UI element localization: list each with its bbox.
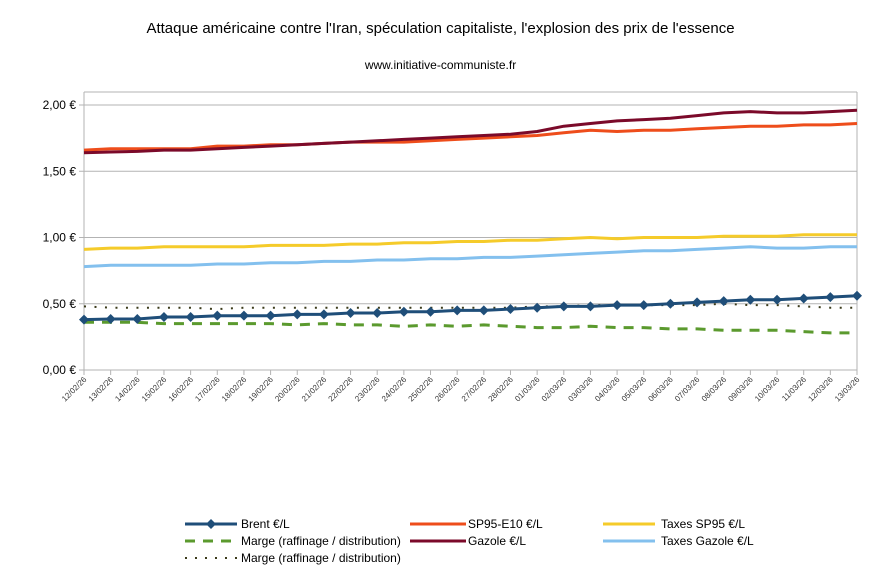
brent-marker [158,312,169,322]
legend-swatch-gazole [410,539,466,543]
brent-marker [238,310,249,321]
legend-swatch-sp95 [410,522,466,526]
brent-marker [772,294,783,305]
brent-marker [478,305,489,316]
legend-label-marge-dashed: Marge (raffinage / distribution) [241,534,401,548]
brent-marker [665,298,676,309]
series-line-6 [83,245,857,269]
series-line-3 [83,122,858,152]
brent-marker [745,294,756,305]
x-tick-label: 16/02/26 [167,375,196,404]
brent-marker [292,309,303,320]
y-tick-label: 1,50 € [43,164,77,178]
series-line-4 [83,108,858,155]
brent-marker [718,296,729,307]
y-tick-label: 2,00 € [43,98,77,112]
legend-label-brent: Brent €/L [241,517,290,531]
x-tick-label: 01/03/26 [513,375,542,404]
brent-marker [185,312,196,322]
x-tick-label: 12/03/26 [806,375,835,404]
chart-subtitle: www.initiative-communiste.fr [364,58,517,72]
y-tick-label: 0,00 € [43,363,77,377]
brent-marker [692,297,703,308]
x-tick-label: 25/02/26 [407,375,436,404]
y-tick-labels: 0,00 € 0,50 € 1,00 € 1,50 € 2,00 € [43,98,77,377]
x-tick-label: 26/02/26 [433,375,462,404]
brent-marker [372,308,383,319]
x-tick-label: 05/03/26 [620,375,649,404]
legend-label-marge-dotted: Marge (raffinage / distribution) [241,551,401,565]
legend-swatch-taxes-sp95 [603,522,655,526]
brent-marker [212,310,223,321]
legend-swatch-taxes-gazole [603,539,655,543]
legend-label-gazole: Gazole €/L [468,534,527,548]
series-lines [79,108,862,335]
y-tick-label: 1,00 € [43,231,77,245]
brent-marker [825,292,836,303]
x-tick-label: 22/02/26 [327,375,356,404]
line-chart: 0,00 €0,50 €1,00 €1,50 €2,00 € 12/02/261… [43,91,862,404]
x-tick-label: 04/03/26 [593,375,622,404]
x-tick-label: 11/03/26 [780,375,808,403]
brent-marker [452,305,463,316]
x-tick-label: 06/03/26 [646,375,675,404]
x-tick-label: 08/03/26 [700,375,729,404]
x-tick-label: 18/02/26 [220,375,249,404]
brent-marker [798,293,809,304]
brent-marker [345,308,356,319]
series-line-2 [83,302,857,311]
brent-marker [852,290,862,301]
x-tick-label: 15/02/26 [140,375,169,404]
x-tick-label: 02/03/26 [540,375,569,404]
x-tick-label: 21/02/26 [300,375,329,404]
brent-marker [505,304,516,315]
brent-marker [79,314,89,325]
brent-marker [105,313,116,324]
x-tick-label: 28/02/26 [487,375,516,404]
legend-swatch-marge-dotted [185,557,239,559]
legend-label-taxes-gazole: Taxes Gazole €/L [661,534,754,548]
brent-marker [398,306,409,317]
x-tick-label: 09/03/26 [726,375,755,404]
legend-label-sp95: SP95-E10 €/L [468,517,543,531]
axes [83,91,858,375]
legend-swatch-brent [185,519,237,529]
x-tick-label: 07/03/26 [673,375,702,404]
x-tick-label: 24/02/26 [380,375,409,404]
brent-marker [132,313,143,324]
x-tick-label: 12/02/26 [60,375,89,404]
x-tick-label: 27/02/26 [460,375,489,404]
brent-marker [318,309,329,320]
brent-marker [558,301,569,312]
brent-marker [585,301,596,312]
x-tick-label: 14/02/26 [113,375,142,404]
brent-marker [638,300,649,311]
x-tick-label: 10/03/26 [753,375,782,404]
x-tick-label: 13/02/26 [87,375,116,404]
brent-marker [265,310,276,321]
y-tick-label: 0,50 € [43,297,77,311]
x-tick-label: 23/02/26 [353,375,382,404]
x-tick-labels: 12/02/2613/02/2614/02/2615/02/2616/02/26… [60,375,862,404]
x-tick-label: 17/02/26 [193,375,222,404]
x-tick-label: 19/02/26 [247,375,276,404]
series-line-5 [83,233,857,251]
legend-swatch-marge-dashed [185,539,237,543]
brent-marker [532,302,543,313]
series-line-1 [84,320,857,335]
chart-title: Attaque américaine contre l'Iran, spécul… [146,20,735,37]
brent-marker [425,306,436,317]
x-tick-label: 13/03/26 [833,375,862,404]
legend-label-taxes-sp95: Taxes SP95 €/L [661,517,746,531]
x-tick-label: 03/03/26 [566,375,595,404]
x-tick-label: 20/02/26 [273,375,302,404]
brent-marker [612,300,623,311]
